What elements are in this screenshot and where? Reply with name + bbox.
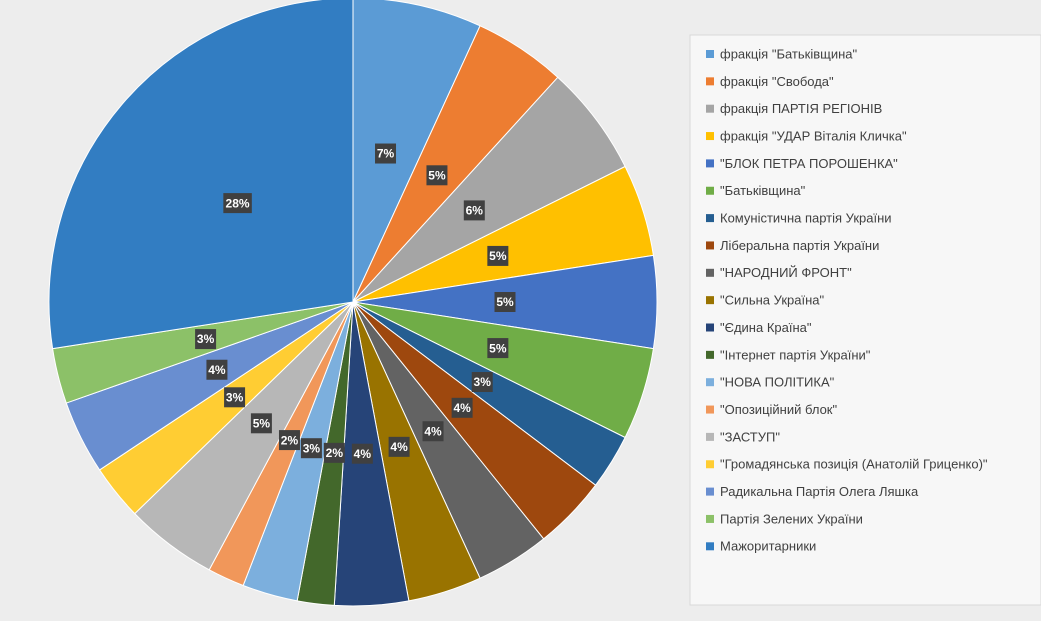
pie-slice: [48, 0, 354, 350]
data-label-box: [300, 438, 322, 459]
legend-label: "БЛОК ПЕТРА ПОРОШЕНКА": [720, 156, 898, 171]
legend-label: "Інтернет партія України": [720, 347, 871, 362]
data-label-box: [323, 442, 345, 463]
legend-swatch: [706, 77, 714, 86]
data-label: 5%: [489, 341, 507, 355]
data-label: 2%: [326, 446, 344, 460]
legend-label: Партія Зелених України: [720, 511, 863, 526]
legend-label: "Громадянська позиція (Анатолій Гриценко…: [720, 457, 988, 472]
data-label-box: [388, 436, 410, 457]
legend-label: фракція "УДАР Віталія Кличка": [720, 128, 907, 143]
data-label-box: [422, 421, 444, 442]
legend-swatch: [706, 350, 714, 359]
legend-swatch: [706, 378, 714, 387]
legend-label: фракція "Батьківщина": [720, 46, 857, 61]
data-label-box: [494, 292, 516, 312]
data-label-box: [278, 430, 300, 451]
data-label-box: [463, 200, 485, 221]
legend-label: Мажоритарники: [720, 539, 816, 554]
data-label: 5%: [428, 168, 446, 182]
legend-label: Радикальна Партія Олега Ляшка: [720, 484, 919, 499]
data-label: 6%: [466, 204, 484, 218]
data-label: 28%: [226, 196, 250, 210]
legend-label: "Єдина Країна": [720, 320, 812, 335]
data-label-box: [206, 359, 228, 380]
legend-swatch: [706, 268, 714, 277]
data-label: 3%: [474, 375, 492, 389]
data-label: 4%: [354, 447, 372, 461]
legend-label: "Сильна Україна": [720, 293, 824, 308]
legend-swatch: [706, 542, 714, 551]
legend-label: "НАРОДНИЙ ФРОНТ": [720, 265, 852, 280]
legend-swatch: [706, 323, 714, 332]
legend-label: "Батьківщина": [720, 183, 806, 198]
data-label: 7%: [377, 147, 395, 161]
legend-label: Ліберальна партія України: [720, 238, 879, 253]
data-label-box: [351, 443, 373, 464]
data-label-box: [224, 387, 246, 408]
data-label-box: [223, 193, 252, 214]
pie-slice: [352, 0, 481, 303]
legend-swatch: [706, 214, 714, 223]
legend-swatch: [706, 159, 714, 168]
data-label: 5%: [253, 416, 271, 430]
data-label-box: [487, 245, 509, 266]
data-label-box: [375, 143, 397, 164]
legend-label: фракція ПАРТІЯ РЕГІОНІВ: [720, 101, 882, 116]
legend-swatch: [706, 432, 714, 441]
legend-swatch: [706, 241, 714, 250]
data-label-box: [471, 372, 493, 393]
data-label: 4%: [424, 424, 442, 438]
data-label: 4%: [453, 401, 471, 415]
legend-label: фракція "Свобода": [720, 74, 834, 89]
legend-swatch: [706, 50, 714, 58]
legend-swatch: [706, 514, 714, 523]
legend-swatch: [706, 132, 714, 141]
legend-swatch: [706, 405, 714, 414]
data-label: 5%: [489, 249, 507, 263]
legend-swatch: [706, 460, 714, 469]
legend-swatch: [706, 487, 714, 496]
data-label: 4%: [390, 440, 408, 454]
data-label: 3%: [303, 441, 321, 455]
data-label-box: [195, 329, 217, 350]
legend-label: Комуністична партія України: [720, 211, 892, 226]
data-label: 4%: [208, 363, 226, 377]
data-label: 3%: [197, 332, 215, 346]
data-label-box: [487, 338, 509, 359]
legend-label: "Опозиційний блок": [720, 402, 837, 417]
legend-swatch: [706, 186, 714, 195]
legend-label: "НОВА ПОЛІТИКА": [720, 375, 835, 390]
data-label: 2%: [281, 433, 299, 447]
legend-box: [689, 34, 1041, 606]
data-label: 5%: [496, 295, 514, 309]
legend-swatch: [706, 296, 714, 305]
data-label-box: [250, 413, 272, 434]
data-label-box: [451, 397, 473, 418]
legend-label: "ЗАСТУП": [720, 429, 780, 444]
data-label: 3%: [226, 390, 244, 404]
data-label-box: [426, 165, 448, 186]
legend-swatch: [706, 104, 714, 113]
